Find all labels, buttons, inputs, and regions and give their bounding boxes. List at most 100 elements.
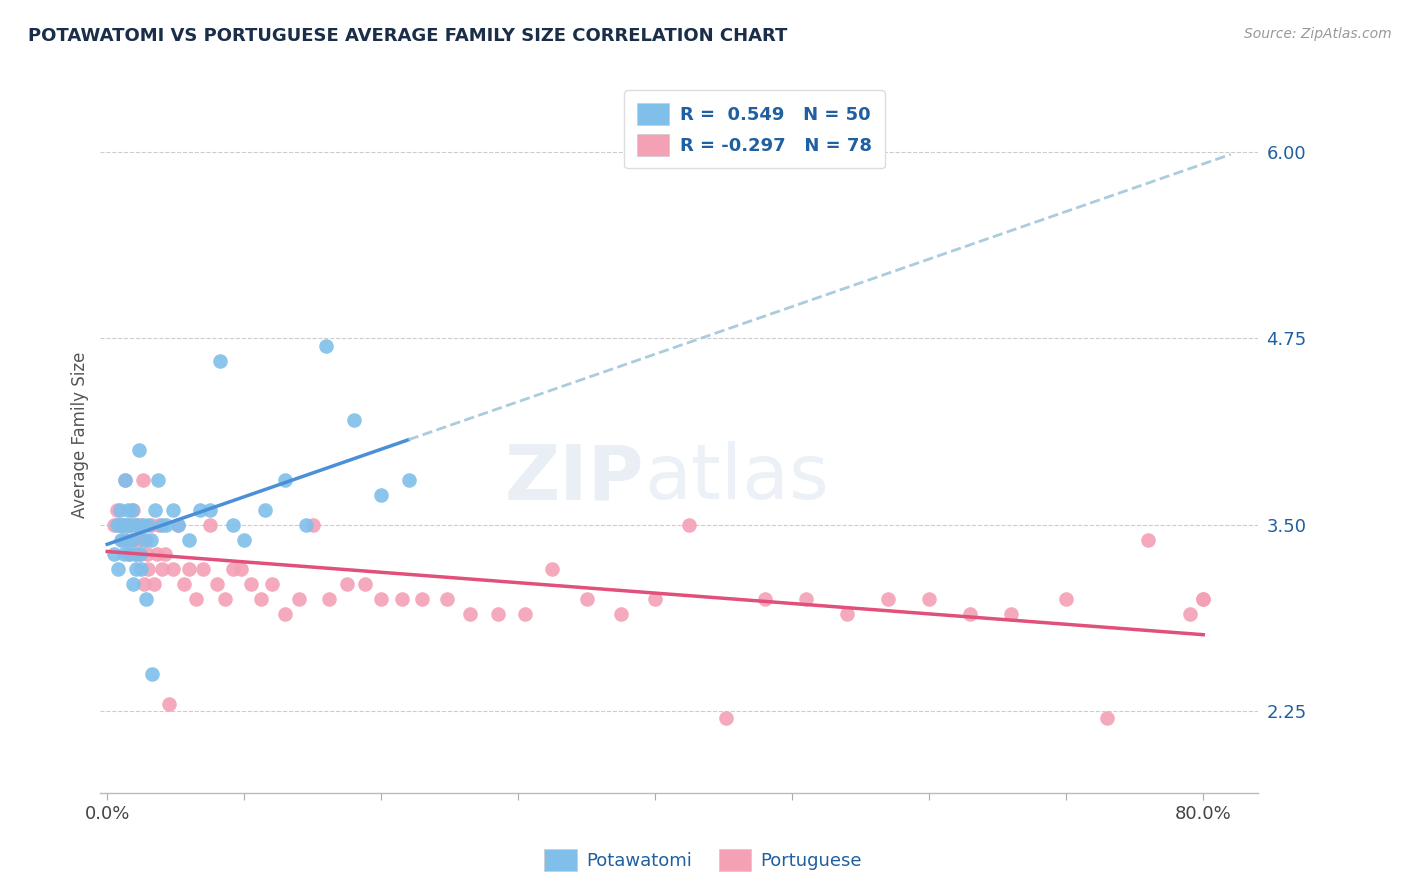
Point (222, 562, 245, 576)
Point (162, 562, 184, 576)
Point (318, 592, 340, 607)
Point (112, 517, 135, 532)
Point (142, 577, 165, 591)
Point (120, 517, 142, 532)
Point (208, 353, 231, 368)
Point (167, 517, 190, 532)
Point (136, 562, 159, 576)
Point (190, 502, 212, 516)
Point (179, 562, 201, 576)
Point (678, 517, 700, 532)
Point (150, 562, 173, 576)
Point (191, 562, 214, 576)
Point (135, 592, 157, 607)
Point (610, 607, 633, 621)
Point (118, 548, 141, 562)
Point (121, 533, 143, 547)
Point (134, 577, 156, 591)
Point (301, 517, 323, 532)
Point (918, 592, 941, 607)
Point (132, 517, 155, 532)
Point (125, 562, 148, 576)
Point (391, 592, 413, 607)
Point (114, 517, 136, 532)
Point (107, 562, 129, 576)
Point (198, 502, 221, 516)
Point (353, 577, 375, 591)
Point (122, 577, 145, 591)
Point (274, 607, 297, 621)
Point (1137, 533, 1160, 547)
Point (134, 533, 156, 547)
Point (260, 577, 283, 591)
Point (120, 517, 142, 532)
Point (150, 517, 173, 532)
Point (124, 517, 146, 532)
Point (240, 577, 263, 591)
Point (411, 592, 433, 607)
Point (111, 533, 134, 547)
Point (125, 548, 148, 562)
Point (127, 517, 149, 532)
Point (105, 517, 128, 532)
Point (1054, 592, 1077, 607)
Point (541, 562, 564, 576)
Point (370, 592, 392, 607)
Point (115, 533, 138, 547)
Legend: R =  0.549   N = 50, R = -0.297   N = 78: R = 0.549 N = 50, R = -0.297 N = 78 (624, 90, 884, 169)
Point (186, 592, 208, 607)
Point (117, 517, 139, 532)
Point (877, 592, 900, 607)
Point (336, 577, 359, 591)
Point (155, 517, 177, 532)
Point (108, 502, 131, 516)
Point (131, 517, 153, 532)
Point (173, 577, 195, 591)
Point (253, 502, 276, 516)
Point (233, 533, 256, 547)
Point (114, 473, 136, 487)
Point (148, 517, 170, 532)
Point (249, 592, 271, 607)
Legend: Potawatomi, Portuguese: Potawatomi, Portuguese (537, 842, 869, 879)
Point (1000, 607, 1022, 621)
Point (315, 339, 337, 353)
Point (143, 502, 166, 516)
Point (343, 413, 366, 427)
Point (103, 517, 125, 532)
Point (162, 502, 184, 516)
Point (129, 548, 152, 562)
Text: ZIP: ZIP (505, 442, 644, 516)
Point (107, 517, 129, 532)
Point (124, 517, 146, 532)
Point (103, 548, 125, 562)
Point (835, 607, 858, 621)
Point (110, 517, 132, 532)
Point (121, 533, 143, 547)
Point (179, 533, 201, 547)
Point (1192, 592, 1215, 607)
Point (136, 517, 159, 532)
Point (198, 517, 221, 532)
Point (139, 517, 162, 532)
Point (136, 548, 159, 562)
Point (141, 666, 163, 681)
Point (1178, 607, 1201, 621)
Point (124, 548, 146, 562)
Point (644, 592, 666, 607)
Y-axis label: Average Family Size: Average Family Size (72, 352, 89, 518)
Point (458, 607, 481, 621)
Point (222, 517, 245, 532)
Point (231, 562, 253, 576)
Point (398, 473, 420, 487)
Point (139, 533, 162, 547)
Point (288, 592, 311, 607)
Text: POTAWATOMI VS PORTUGUESE AVERAGE FAMILY SIZE CORRELATION CHART: POTAWATOMI VS PORTUGUESE AVERAGE FAMILY … (28, 27, 787, 45)
Point (1192, 592, 1215, 607)
Point (157, 697, 180, 711)
Point (118, 548, 141, 562)
Point (1097, 711, 1119, 725)
Point (436, 592, 458, 607)
Point (105, 502, 128, 516)
Point (121, 502, 143, 516)
